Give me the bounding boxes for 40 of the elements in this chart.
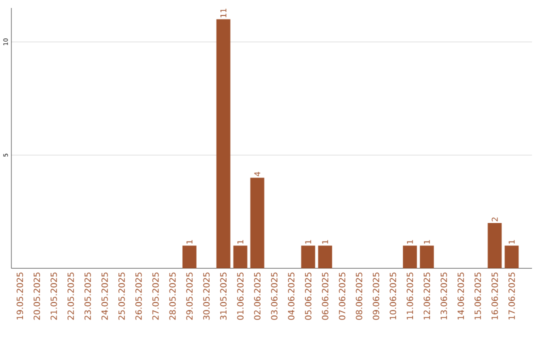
x-tick-label: 29.05.2025 [186, 272, 193, 320]
x-tick-label: 27.05.2025 [152, 272, 159, 320]
x-tick-label: 05.06.2025 [304, 272, 312, 320]
bar [182, 246, 196, 268]
x-tick-label: 01.06.2025 [237, 272, 244, 320]
x-tick-label: 12.06.2025 [424, 272, 430, 320]
bar [233, 246, 248, 268]
x-tick-label: 14.06.2025 [458, 272, 464, 320]
x-tick-label: 06.06.2025 [322, 272, 328, 320]
bar [318, 246, 332, 268]
x-tick-label: 10.06.2025 [390, 272, 396, 320]
x-tick-label: 25.05.2025 [118, 272, 125, 320]
x-tick-label: 09.06.2025 [372, 272, 380, 320]
x-tick-label: 30.05.2025 [203, 272, 210, 320]
x-tick-label: 03.06.2025 [271, 272, 278, 320]
bar [420, 246, 434, 268]
x-tick-label: 19.05.2025 [16, 272, 24, 320]
x-tick-label: 15.06.2025 [474, 272, 481, 320]
x-tick-label: 21.05.2025 [50, 272, 57, 320]
x-tick-label: 11.06.2025 [406, 272, 414, 320]
x-tick-label: 17.06.2025 [508, 272, 515, 320]
x-tick-label: 07.06.2025 [338, 272, 346, 320]
x-tick-label: 24.05.2025 [101, 272, 108, 320]
x-tick-label: 26.05.2025 [135, 272, 142, 320]
x-tick-label: 20.05.2025 [34, 272, 40, 320]
bar [301, 246, 316, 268]
x-tick-label: 16.06.2025 [492, 272, 498, 320]
bar [402, 246, 417, 268]
bar [216, 19, 230, 268]
bar [504, 246, 519, 268]
bar [250, 178, 264, 268]
x-tick-label: 28.05.2025 [169, 272, 176, 320]
x-tick-label: 04.06.2025 [288, 272, 294, 320]
x-tick-label: 31.05.2025 [220, 272, 227, 320]
x-tick-label: 22.05.2025 [68, 272, 74, 320]
x-tick-label: 08.06.2025 [356, 272, 362, 320]
x-tick-label: 23.05.2025 [84, 272, 91, 320]
x-tick-label: 02.06.2025 [254, 272, 260, 320]
x-tick-label: 13.06.2025 [440, 272, 448, 320]
bar [488, 222, 502, 268]
